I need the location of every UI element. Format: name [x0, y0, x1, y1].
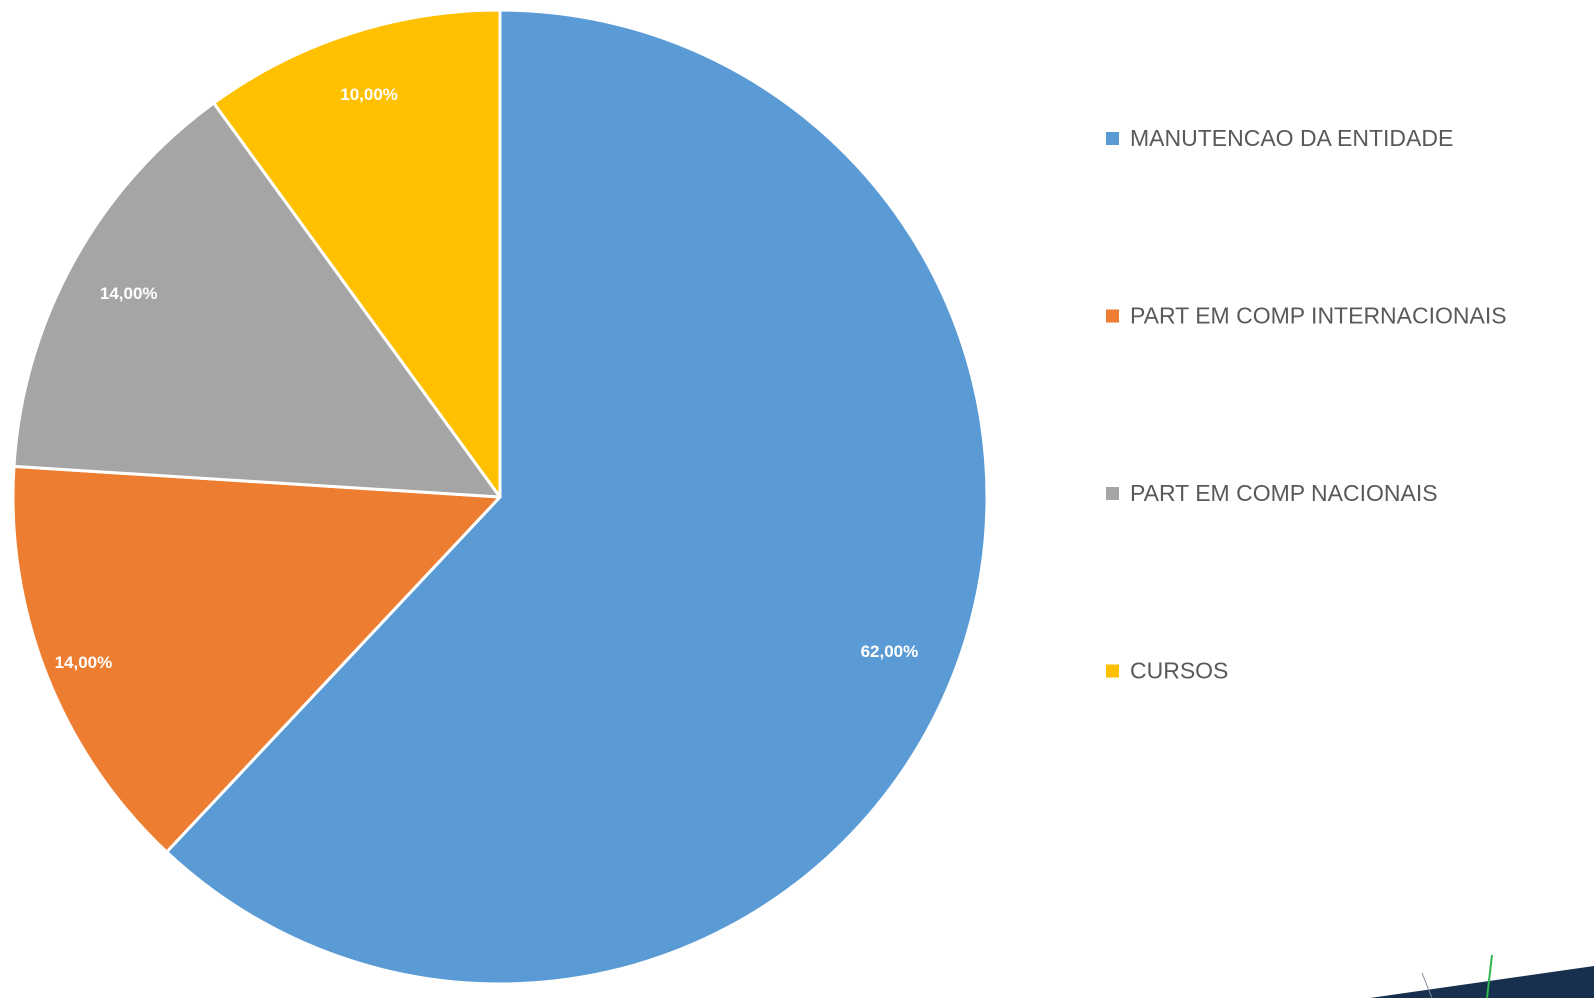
pie-slice-1 — [165, 8, 989, 986]
legend-swatch-1 — [1106, 132, 1119, 145]
legend-label-1: MANUTENCAO DA ENTIDADE — [1130, 125, 1453, 151]
legend-swatch-2 — [1106, 309, 1119, 323]
data-labels: 62,00% 14,00% 14,00% 10,00% — [55, 85, 919, 672]
data-label-2: 14,00% — [55, 653, 113, 672]
pie-slice-4 — [212, 8, 502, 499]
legend-label-4: CURSOS — [1130, 658, 1228, 684]
pie-slice-2 — [11, 464, 502, 854]
corner-decoration — [1370, 954, 1594, 998]
pie-slice-3 — [12, 101, 502, 499]
legend-label-2: PART EM COMP INTERNACIONAIS — [1130, 303, 1507, 329]
data-label-4: 10,00% — [340, 85, 398, 104]
legend-swatch-3 — [1106, 487, 1119, 500]
legend-swatch-4 — [1106, 664, 1119, 678]
pie-slices — [11, 8, 989, 986]
legend-label-3: PART EM COMP NACIONAIS — [1130, 480, 1438, 506]
data-label-1: 62,00% — [861, 642, 919, 661]
legend: MANUTENCAO DA ENTIDADE PART EM COMP INTER… — [1106, 125, 1507, 684]
data-label-3: 14,00% — [100, 284, 158, 303]
